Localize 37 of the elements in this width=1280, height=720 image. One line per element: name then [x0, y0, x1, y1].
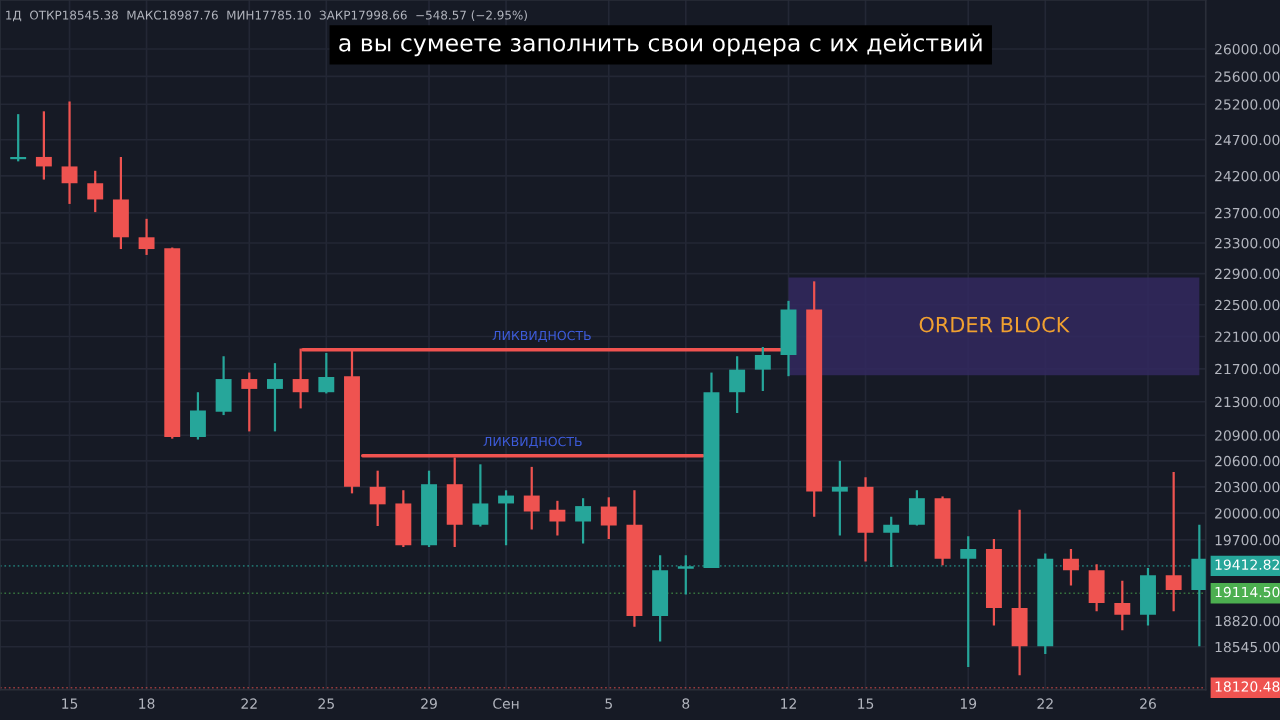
candlestick — [549, 499, 566, 537]
candlestick — [1114, 579, 1131, 632]
candlestick — [652, 554, 669, 643]
candlestick — [241, 371, 258, 433]
candlestick — [472, 463, 489, 528]
candlestick — [10, 113, 27, 163]
candlestick — [189, 391, 206, 441]
candlestick — [908, 489, 925, 527]
candlestick — [138, 217, 155, 257]
candlestick — [112, 155, 129, 251]
candlestick — [780, 299, 797, 378]
candlestick — [677, 554, 694, 596]
candlestick — [1011, 508, 1028, 677]
candlestick — [35, 110, 52, 181]
candlestick — [215, 355, 232, 417]
candlestick — [369, 469, 386, 528]
candlestick — [831, 459, 848, 537]
candlestick — [575, 497, 592, 545]
candlestick — [61, 100, 78, 206]
candlestick — [883, 515, 900, 569]
candlestick — [960, 535, 977, 669]
candlestick — [1140, 566, 1156, 627]
candlestick — [729, 355, 746, 415]
candlestick — [395, 489, 412, 549]
annotation: ORDER BLOCK — [919, 316, 1070, 333]
candlestick — [1062, 547, 1079, 587]
candlestick — [1191, 523, 1206, 648]
candlestick — [87, 169, 104, 214]
candlestick — [318, 351, 335, 395]
candlestick — [523, 465, 540, 531]
candlestick — [1088, 563, 1105, 613]
candlestick — [857, 476, 874, 563]
candlestick — [754, 345, 771, 393]
candlestick — [1165, 470, 1182, 613]
text: а вы сумеете заполнить свои ордера с их действий — [339, 33, 982, 57]
candlestick — [267, 362, 283, 433]
candlestick — [600, 496, 617, 541]
